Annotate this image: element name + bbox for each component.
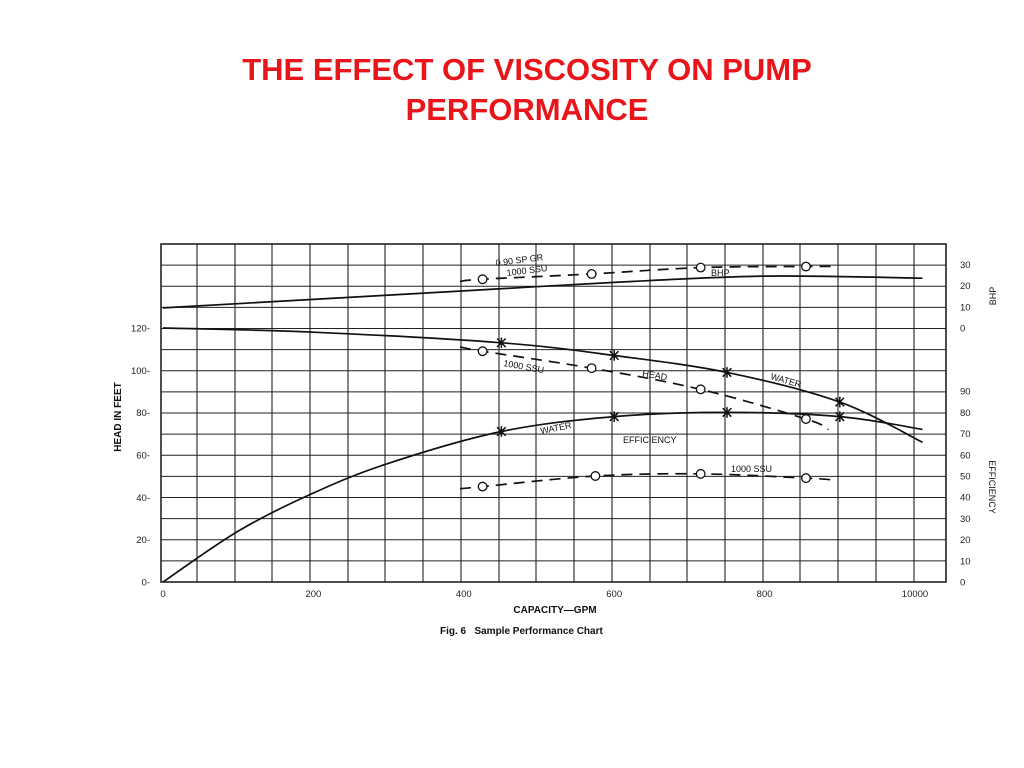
efficiency-tick-label: 30 xyxy=(960,514,971,525)
x-tick-label: 0 xyxy=(160,589,165,600)
efficiency-tick-label: 50 xyxy=(960,472,971,483)
bhp-tick-label: 20 xyxy=(960,281,971,292)
note-efficiency: EFFICIENCY xyxy=(623,435,677,445)
bhp-1000-ssu-point xyxy=(695,262,706,273)
title-line-1: THE EFFECT OF VISCOSITY ON PUMP xyxy=(242,52,812,87)
efficiency-1000-ssu-point xyxy=(477,481,488,492)
title-line-2: PERFORMANCE xyxy=(405,92,649,127)
efficiency-axis-title: EFFICIENCY xyxy=(987,460,997,514)
efficiency-water-point xyxy=(834,411,845,422)
x-axis-title: CAPACITY—GPM xyxy=(513,605,596,616)
x-tick-label: 10000 xyxy=(902,589,928,600)
efficiency-tick-label: 80 xyxy=(960,408,971,419)
y-tick-label: 0- xyxy=(142,578,150,589)
head-1000-ssu-point xyxy=(477,346,488,357)
efficiency-water-point xyxy=(609,411,620,422)
efficiency-1000-ssu-point xyxy=(801,473,811,484)
curves xyxy=(162,261,923,583)
head-water-point xyxy=(834,396,845,408)
efficiency-tick-label: 60 xyxy=(960,450,971,461)
axes: 0-20-40-60-80-100-120-0 200 400 600 800 10000… xyxy=(131,260,971,600)
x-tick-label: 800 xyxy=(757,589,773,600)
efficiency-1000-ssu-point xyxy=(695,468,706,479)
figure-caption: Fig. 6 Sample Performance Chart xyxy=(440,626,603,637)
head-1000-ssu-point xyxy=(801,414,811,424)
efficiency-water-point xyxy=(722,407,732,418)
page-title: THE EFFECT OF VISCOSITY ON PUMP PERFORMA… xyxy=(112,50,942,130)
head-water-point xyxy=(496,337,507,349)
note-water-head: WATER xyxy=(769,371,803,389)
head-water-point xyxy=(609,350,620,361)
bhp-tick-label: 0 xyxy=(960,324,965,335)
y-tick-label: 20- xyxy=(136,535,150,546)
x-tick-label: 600 xyxy=(606,589,622,600)
note-1000-ssu-efficiency: 1000 SSU xyxy=(731,464,772,474)
efficiency-tick-label: 0 xyxy=(960,578,965,589)
bhp-1000-ssu-point xyxy=(477,274,488,285)
bhp-tick-label: 30 xyxy=(960,260,971,271)
efficiency-tick-label: 20 xyxy=(960,535,971,546)
efficiency-water-point xyxy=(496,426,507,437)
bhp-axis-title: BHP xyxy=(988,287,998,306)
efficiency-1000-ssu-point xyxy=(590,471,601,481)
head-water-curve xyxy=(162,327,923,444)
x-tick-label: 400 xyxy=(456,589,472,600)
efficiency-tick-label: 40 xyxy=(960,493,971,504)
head-1000-ssu-point xyxy=(586,363,597,374)
y-tick-label: 120- xyxy=(131,323,150,334)
x-tick-label: 200 xyxy=(305,589,321,600)
efficiency-tick-label: 10 xyxy=(960,556,971,567)
y-tick-label: 80- xyxy=(136,408,150,419)
note-1000-ssu-bhp: 1000 SSU xyxy=(506,263,548,278)
note-head: HEAD xyxy=(642,368,669,382)
efficiency-tick-label: 90 xyxy=(960,387,971,398)
bhp-1000-ssu-point xyxy=(801,261,811,272)
grid-lines xyxy=(161,244,946,582)
head-water-point xyxy=(722,367,732,378)
bhp-tick-label: 10 xyxy=(960,302,971,313)
y-axis-title: HEAD IN FEET xyxy=(113,382,124,451)
bhp-1000-ssu-point xyxy=(586,268,597,279)
note-1000-ssu-head: 1000 SSU xyxy=(503,358,545,375)
head-1000-ssu-point xyxy=(695,384,706,395)
bhp-water-curve xyxy=(162,275,923,309)
efficiency-water-curve xyxy=(162,411,923,583)
y-tick-label: 60- xyxy=(136,450,150,461)
y-tick-label: 100- xyxy=(131,366,150,377)
efficiency-tick-label: 70 xyxy=(960,429,971,440)
y-tick-label: 40- xyxy=(136,493,150,504)
note-bhp: BHP xyxy=(711,268,730,278)
